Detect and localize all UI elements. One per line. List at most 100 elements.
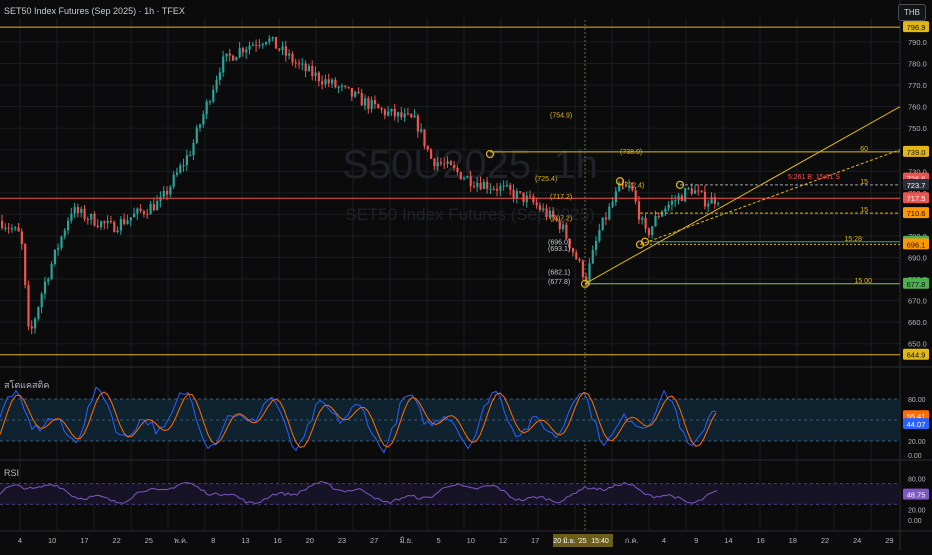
candle-body [373, 100, 377, 105]
candle-body [604, 217, 608, 220]
candle-body [225, 53, 228, 57]
pivot-marker [485, 149, 495, 159]
price-badge [903, 178, 929, 190]
candle-body [232, 55, 235, 61]
candle-body [14, 227, 17, 229]
stoch-k-line [0, 386, 717, 454]
candle-body [199, 124, 202, 128]
candle-body [499, 186, 502, 191]
candle-body [159, 196, 162, 202]
price-tick: 650.0 [908, 340, 927, 349]
time-tick: 23 [338, 536, 346, 545]
candle-body [618, 182, 621, 192]
price-tick: 770.0 [908, 81, 927, 90]
candle-body [212, 89, 215, 102]
price-tick: 790.0 [908, 38, 927, 47]
candle-body [156, 201, 159, 211]
candle-body [334, 79, 337, 88]
candle-body [502, 185, 505, 187]
candle-body [430, 149, 433, 159]
candle-body [4, 227, 7, 229]
candle-body [413, 115, 416, 118]
candle-body [327, 79, 330, 84]
price-badge [903, 277, 929, 289]
candle-body [472, 186, 476, 188]
candle-body [588, 263, 591, 283]
candle-body [271, 36, 274, 39]
candle-body [565, 224, 568, 239]
candle-body [496, 188, 499, 191]
time-tick: 27 [370, 536, 378, 545]
price-badge [903, 348, 929, 360]
candle-body [195, 127, 198, 143]
candle-body [304, 63, 307, 72]
candle-body [545, 208, 548, 217]
candle-body [463, 178, 466, 180]
candle-body [347, 86, 350, 89]
price-badge-label: 723.7 [907, 181, 926, 190]
candle-body [420, 129, 423, 132]
candle-body [324, 79, 327, 85]
candle-body [53, 249, 56, 265]
time-tick: พ.ค. [174, 536, 188, 545]
candle-body [571, 248, 575, 253]
time-tick: 16 [756, 536, 764, 545]
candle-body [169, 186, 172, 195]
candle-body [222, 56, 225, 73]
rsi-badge-label: 48.75 [907, 491, 926, 500]
line-label: 15:28 [844, 236, 862, 243]
candle-body [1, 220, 4, 229]
stoch-tick: 0.00 [908, 453, 922, 460]
currency-button[interactable]: THB [898, 4, 926, 21]
rsi-tick: 80.00 [908, 476, 926, 483]
price-badge [903, 207, 929, 219]
candle-body [456, 167, 459, 173]
candle-body [86, 219, 89, 221]
candle-body [311, 65, 314, 76]
candle-body [357, 91, 360, 94]
time-tick: 25 [145, 536, 153, 545]
price-tick: 780.0 [908, 60, 927, 69]
candle-body [377, 104, 380, 109]
level-label: (725.4) [535, 176, 557, 183]
rsi-tick: 0.00 [908, 518, 922, 525]
stoch-badge [903, 418, 929, 430]
candle-body [529, 195, 532, 197]
candle-body [162, 190, 165, 197]
candle-body [337, 86, 340, 88]
candle-body [482, 181, 485, 189]
candle-body [614, 191, 617, 203]
candle-body [298, 63, 301, 65]
candle-body [687, 188, 690, 190]
level-label: (754.9) [550, 113, 572, 120]
candle-body [228, 53, 231, 56]
candle-body [182, 165, 185, 167]
time-tick: 18 [789, 536, 797, 545]
candle-body [166, 190, 169, 195]
candle-body [57, 247, 60, 250]
price-badge-label: 739.0 [907, 148, 926, 157]
candle-body [96, 225, 99, 228]
candle-body [119, 219, 122, 231]
candle-body [631, 185, 634, 191]
candle-body [525, 195, 528, 203]
time-tick: 17 [80, 536, 88, 545]
candle-body [393, 108, 396, 117]
level-label: (677.8) [548, 279, 570, 286]
candle-body [149, 204, 152, 215]
candle-body [251, 44, 254, 46]
candle-body [591, 249, 594, 264]
candle-body [459, 172, 462, 180]
candle-body [175, 172, 179, 175]
candle-body [30, 326, 33, 329]
candle-body [522, 192, 525, 203]
candle-body [664, 208, 667, 212]
rsi-badge [903, 488, 929, 500]
time-tick: 14 [724, 536, 732, 545]
candle-body [538, 205, 542, 211]
time-tick: มิ.ย. [400, 536, 414, 545]
candle-body [284, 46, 287, 56]
candle-body [76, 206, 80, 213]
